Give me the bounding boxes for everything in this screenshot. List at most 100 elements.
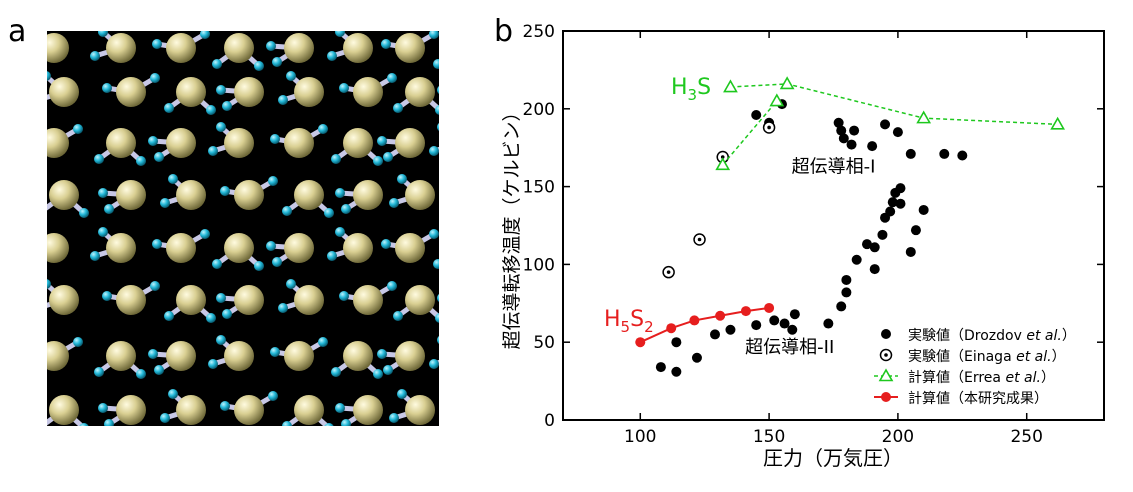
sulfur-atom [455, 77, 485, 107]
sulfur-atom [176, 77, 206, 107]
hydrogen-atom [102, 83, 112, 93]
this-work-point [666, 323, 677, 334]
sulfur-atom [166, 341, 196, 371]
sulfur-atom [224, 33, 254, 63]
hydrogen-atom [25, 347, 35, 357]
hydrogen-atom [254, 61, 264, 71]
legend-label-part: ） [1052, 349, 1066, 365]
einaga-point [693, 233, 706, 246]
legend-label: 実験値（Einaga et al.） [908, 349, 1066, 365]
this-work-point [764, 302, 775, 313]
drozdov-point [957, 150, 968, 161]
drozdov-point [892, 127, 903, 138]
drozdov-point [895, 198, 906, 209]
drozdov-point [846, 139, 857, 150]
hydrogen-atom [282, 421, 292, 426]
hydrogen-atom [429, 146, 439, 156]
sulfur-atom [445, 128, 475, 158]
y-tick-label: 150 [523, 178, 555, 198]
annotations: 超伝導相-I 超伝導相-II [745, 157, 875, 358]
sulfur-atom [47, 33, 69, 63]
sulfur-atom [445, 33, 475, 63]
hydrogen-atom [324, 208, 334, 218]
drozdov-point [671, 366, 682, 377]
sulfur-atom [49, 180, 79, 210]
bond [435, 60, 439, 67]
hydrogen-atom [98, 403, 108, 413]
marker-dot [720, 155, 725, 159]
sulfur-atom [455, 180, 485, 210]
drozdov-point [861, 239, 872, 250]
hydrogen-atom [47, 71, 51, 81]
y-axis-label: 超伝導転移温度（ケルビン） [501, 102, 523, 349]
hydrogen-atom [266, 241, 276, 251]
sulfur-atom [116, 395, 146, 425]
drozdov-point [918, 204, 929, 215]
errea-point [916, 110, 932, 124]
plot-frame [562, 30, 1105, 421]
drozdov-point [779, 318, 790, 329]
hydrogen-atom [339, 83, 349, 93]
panel-b-label: b [494, 14, 513, 49]
sulfur-atom [294, 77, 324, 107]
legend-label: 計算値（本研究成果） [908, 391, 1048, 407]
legend-marker [879, 348, 893, 362]
hydrogen-atom [98, 227, 108, 237]
legend-marker [878, 368, 894, 382]
marker-dot [884, 353, 888, 357]
hydrogen-atom [25, 134, 35, 144]
hydrogen-atom [389, 413, 399, 423]
sulfur-atom [343, 128, 373, 158]
hydrogen-atom [433, 259, 439, 269]
einaga-point [662, 265, 675, 279]
sulfur-atom [405, 77, 435, 107]
bond [446, 406, 470, 410]
sulfur-atom [343, 33, 373, 63]
hydrogen-atom [393, 103, 403, 113]
legend-label-part: 実験値（Drozdov [908, 328, 1026, 344]
hydrogen-atom [270, 347, 280, 357]
sulfur-atom [49, 77, 79, 107]
hydrogen-atom [152, 239, 162, 249]
hydrogen-atom [397, 389, 407, 399]
drozdov-point [751, 320, 762, 331]
hydrogen-atom [272, 57, 282, 67]
hydrogen-atom [154, 365, 164, 375]
sulfur-atom [106, 128, 136, 158]
legend-label: 実験値（Drozdov et al.） [908, 328, 1076, 344]
hydrogen-atom [94, 367, 104, 377]
sulfur-atom [353, 285, 383, 315]
hydrogen-atom [79, 208, 89, 218]
drozdov-point [836, 125, 847, 136]
hydrogen-atom [381, 239, 391, 249]
hydrogen-atom [136, 369, 146, 379]
sulfur-atom [455, 285, 485, 315]
drozdov-point [823, 318, 834, 329]
hydrogen-atom [206, 313, 216, 323]
hydrogen-atom [73, 124, 83, 134]
bond [435, 260, 439, 267]
hydrogen-atom [27, 257, 37, 267]
legend-label-part: 計算値（本研究成果） [908, 391, 1048, 407]
hydrogen-atom [21, 241, 31, 251]
sulfur-atom [395, 341, 425, 371]
sulfur-atom [176, 180, 206, 210]
tc-pressure-chart: 100 150 200 250 0 50 100 150 200 250 圧力（万気圧） 超伝導… [501, 22, 1105, 470]
drozdov-point [887, 197, 898, 208]
hydrogen-atom [94, 154, 104, 164]
sulfur-atom [284, 128, 314, 158]
drozdov-point [833, 117, 844, 128]
sulfur-atom [49, 395, 79, 425]
hydrogen-atom [216, 293, 226, 303]
hydrogen-atom [373, 369, 383, 379]
legend-label-part: ） [1062, 328, 1076, 344]
drozdov-point [836, 301, 847, 312]
sulfur-atom [284, 233, 314, 263]
hydrogen-atom [222, 309, 232, 319]
series-1 [662, 121, 776, 279]
sulfur-atom [455, 395, 485, 425]
legend-label-part: et al. [1016, 349, 1051, 365]
y-tick-label: 250 [523, 22, 555, 42]
hydrogen-atom [220, 186, 230, 196]
sulfur-atom [234, 395, 264, 425]
